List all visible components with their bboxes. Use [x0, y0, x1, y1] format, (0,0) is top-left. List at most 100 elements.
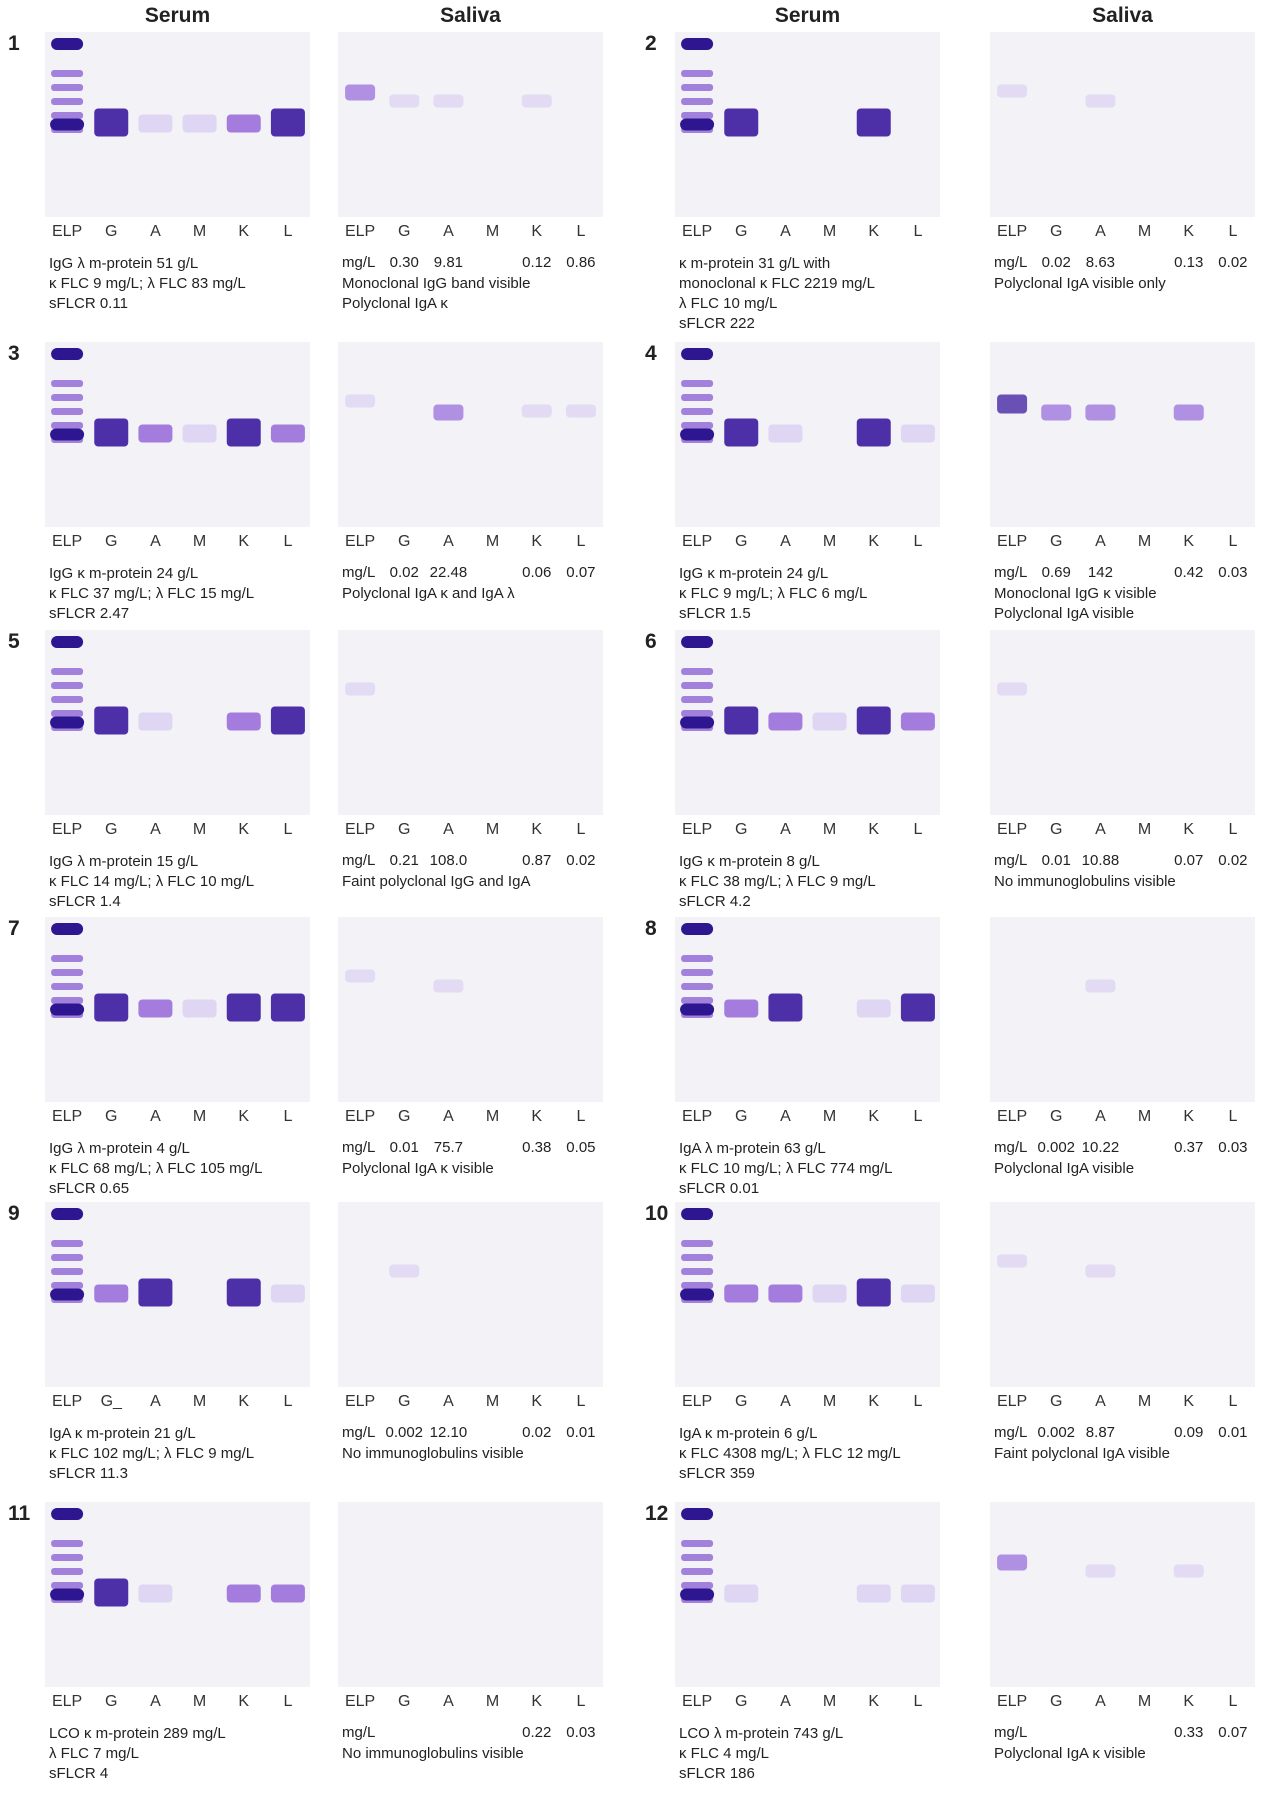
gel-background — [338, 630, 603, 815]
band — [1085, 1564, 1116, 1578]
lane-label: M — [1137, 1693, 1152, 1710]
lane-label: M — [1137, 1108, 1152, 1125]
ladder-band — [51, 668, 84, 675]
serum-result: LCO λ m-protein 743 g/L — [679, 1725, 844, 1742]
lane-label: A — [1095, 1393, 1106, 1410]
panel-number: 9 — [8, 1202, 20, 1225]
lane-label: K — [868, 821, 880, 838]
lane-label: M — [1137, 821, 1152, 838]
ladder-band — [51, 70, 84, 77]
band — [724, 1584, 759, 1603]
lane-label: ELP — [51, 1393, 83, 1410]
lane-label: L — [1228, 1393, 1238, 1410]
lane-label: K — [238, 533, 250, 550]
saliva-value: 0.38 — [522, 1139, 552, 1156]
serum-result: sFLCR 186 — [679, 1765, 755, 1782]
ladder-band — [681, 380, 714, 387]
lane-label: L — [576, 533, 586, 550]
serum-result: κ m-protein 31 g/L with — [679, 255, 831, 272]
saliva-value: 0.002 — [1037, 1424, 1076, 1441]
lane-label: M — [1137, 1393, 1152, 1410]
lane-label: M — [485, 223, 500, 240]
saliva-value: 0.02 — [1218, 852, 1248, 869]
saliva-value: 0.13 — [1174, 254, 1204, 271]
ladder-band — [51, 1240, 84, 1247]
serum-result: κ FLC 102 mg/L; λ FLC 9 mg/L — [49, 1445, 255, 1462]
band — [724, 108, 759, 137]
gel-image — [675, 630, 940, 815]
lane-label: A — [150, 821, 161, 838]
band — [856, 1278, 891, 1307]
band — [389, 94, 420, 108]
saliva-value: 22.48 — [429, 564, 468, 581]
lane-label: A — [150, 223, 161, 240]
lane-label: A — [443, 1108, 454, 1125]
ladder-top — [681, 923, 714, 935]
band — [565, 404, 596, 418]
saliva-unit: mg/L — [994, 1724, 1028, 1741]
ladder-band — [51, 1540, 84, 1547]
lane-label: M — [822, 1693, 837, 1710]
gel-background — [675, 917, 940, 1102]
serum-result: κ FLC 38 mg/L; λ FLC 9 mg/L — [679, 873, 876, 890]
saliva-value: 0.86 — [566, 254, 596, 271]
lane-label: ELP — [344, 821, 376, 838]
lane-label: M — [192, 1393, 207, 1410]
lane-label: ELP — [996, 821, 1028, 838]
lane-label: M — [822, 821, 837, 838]
lane-label: M — [1137, 533, 1152, 550]
lane-label: G — [735, 821, 748, 838]
lane-label: L — [1228, 223, 1238, 240]
lane-label: G — [1050, 1693, 1063, 1710]
serum-result: λ FLC 7 mg/L — [49, 1745, 140, 1762]
gel-image — [675, 1202, 940, 1387]
lane-label: K — [1183, 1693, 1195, 1710]
panel-number: 2 — [645, 32, 657, 55]
lane-label: M — [192, 533, 207, 550]
lane-label: M — [485, 821, 500, 838]
gel-image — [338, 342, 603, 527]
lane-label: K — [868, 1393, 880, 1410]
saliva-value: 0.42 — [1174, 564, 1204, 581]
lane-label: ELP — [681, 533, 713, 550]
ladder-band — [51, 394, 84, 401]
gel-image — [338, 917, 603, 1102]
band — [182, 999, 217, 1018]
lane-label: G — [735, 223, 748, 240]
lane-label: A — [1095, 533, 1106, 550]
ladder-band — [681, 997, 714, 1004]
band — [138, 1584, 173, 1603]
band — [724, 1284, 759, 1303]
serum-result: λ FLC 10 mg/L — [679, 295, 778, 312]
ladder-band — [51, 955, 84, 962]
lane-label: A — [1095, 223, 1106, 240]
ladder-band — [51, 1568, 84, 1575]
band — [997, 1554, 1028, 1571]
lane-label: K — [1183, 821, 1195, 838]
gel-image — [45, 32, 310, 217]
band — [226, 1278, 261, 1307]
lane-label: G — [398, 821, 411, 838]
saliva-value: 9.81 — [433, 254, 464, 271]
lane-label: L — [283, 1393, 293, 1410]
ladder-band — [51, 710, 84, 717]
serum-result: sFLCR 0.01 — [679, 1180, 760, 1197]
lane-label: M — [822, 533, 837, 550]
ladder-band — [51, 380, 84, 387]
ladder-main — [680, 118, 715, 131]
saliva-value: 0.05 — [566, 1139, 596, 1156]
saliva-note: Faint polyclonal IgA visible — [994, 1445, 1170, 1462]
gel-background — [338, 32, 603, 217]
lane-label: K — [531, 223, 543, 240]
saliva-note: No immunoglobulins visible — [342, 1745, 524, 1762]
band — [724, 418, 759, 447]
lane-label: K — [238, 1393, 250, 1410]
ladder-band — [51, 682, 84, 689]
serum-result: sFLCR 0.11 — [49, 295, 128, 312]
ladder-main — [680, 428, 715, 441]
lane-label: G — [105, 533, 118, 550]
gel-background — [338, 342, 603, 527]
band — [900, 424, 935, 443]
saliva-value: 0.02 — [1218, 254, 1248, 271]
serum-result: sFLCR 1.5 — [679, 605, 751, 622]
